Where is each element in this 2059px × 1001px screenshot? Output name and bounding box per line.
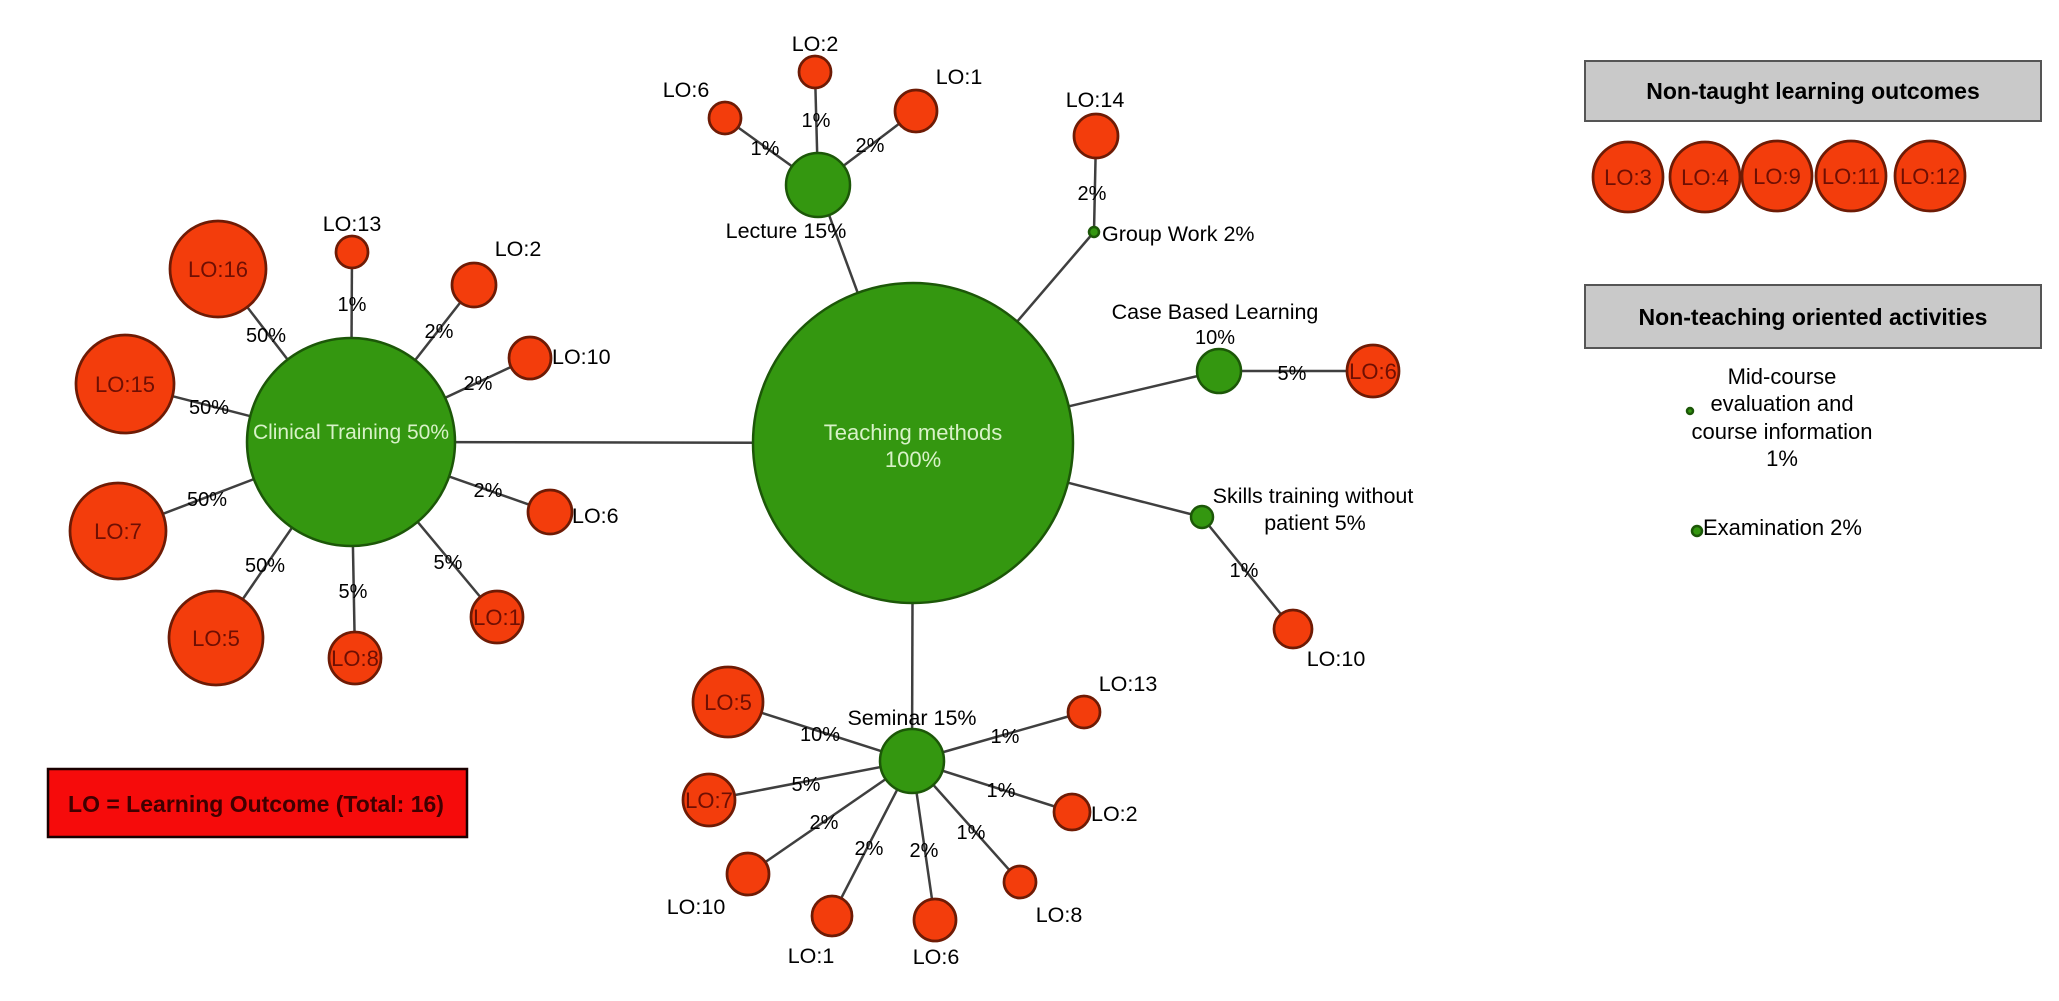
svg-text:1%: 1% — [957, 822, 986, 844]
svg-text:LO:6: LO:6 — [1349, 359, 1397, 384]
svg-text:LO:2: LO:2 — [1091, 802, 1138, 826]
svg-text:1%: 1% — [991, 726, 1020, 748]
svg-text:LO:3: LO:3 — [1604, 165, 1652, 190]
svg-text:LO:5: LO:5 — [704, 690, 752, 715]
svg-text:1%: 1% — [802, 110, 831, 132]
svg-text:LO:10: LO:10 — [667, 895, 726, 919]
svg-text:evaluation and: evaluation and — [1710, 391, 1853, 416]
svg-text:LO:12: LO:12 — [1900, 164, 1960, 189]
svg-text:LO:6: LO:6 — [572, 504, 619, 528]
svg-text:LO:10: LO:10 — [1307, 647, 1366, 671]
svg-text:5%: 5% — [339, 581, 368, 603]
svg-text:Non-taught learning outcomes: Non-taught learning outcomes — [1646, 78, 1980, 104]
svg-text:2%: 2% — [425, 321, 454, 343]
svg-text:2%: 2% — [464, 373, 493, 395]
svg-text:50%: 50% — [245, 555, 285, 577]
svg-text:Case Based Learning: Case Based Learning — [1112, 300, 1319, 324]
svg-text:Clinical Training 50%: Clinical Training 50% — [253, 421, 449, 444]
svg-text:LO:1: LO:1 — [936, 65, 983, 89]
svg-text:100%: 100% — [885, 447, 941, 472]
svg-text:LO:7: LO:7 — [685, 788, 733, 813]
svg-text:Lecture 15%: Lecture 15% — [726, 219, 847, 243]
svg-text:LO:8: LO:8 — [1036, 903, 1083, 927]
svg-text:Non-teaching oriented activiti: Non-teaching oriented activities — [1639, 304, 1988, 330]
svg-text:LO:6: LO:6 — [913, 945, 960, 969]
svg-text:Group Work 2%: Group Work 2% — [1102, 222, 1255, 246]
svg-text:course information: course information — [1692, 419, 1873, 444]
svg-text:5%: 5% — [1278, 363, 1307, 385]
svg-text:50%: 50% — [187, 489, 227, 511]
svg-text:LO:8: LO:8 — [331, 646, 379, 671]
svg-text:LO:10: LO:10 — [552, 345, 611, 369]
svg-text:LO:9: LO:9 — [1753, 164, 1801, 189]
svg-text:LO:2: LO:2 — [495, 237, 542, 261]
svg-text:50%: 50% — [189, 397, 229, 419]
svg-text:50%: 50% — [246, 325, 286, 347]
svg-text:10%: 10% — [800, 724, 840, 746]
svg-text:LO:13: LO:13 — [1099, 672, 1158, 696]
svg-text:2%: 2% — [474, 480, 503, 502]
svg-text:LO:4: LO:4 — [1681, 165, 1729, 190]
svg-text:2%: 2% — [810, 812, 839, 834]
svg-text:LO:6: LO:6 — [663, 78, 710, 102]
svg-text:10%: 10% — [1195, 327, 1235, 349]
svg-text:2%: 2% — [856, 135, 885, 157]
svg-text:LO = Learning Outcome (Total:: LO = Learning Outcome (Total: 16) — [68, 791, 444, 817]
svg-text:LO:7: LO:7 — [94, 519, 142, 544]
svg-text:LO:14: LO:14 — [1066, 88, 1125, 112]
svg-text:Teaching methods: Teaching methods — [824, 420, 1003, 445]
svg-text:LO:13: LO:13 — [323, 212, 382, 236]
svg-text:2%: 2% — [1078, 183, 1107, 205]
svg-text:1%: 1% — [1766, 446, 1798, 471]
svg-text:5%: 5% — [434, 552, 463, 574]
svg-text:5%: 5% — [792, 774, 821, 796]
svg-text:LO:16: LO:16 — [188, 257, 248, 282]
svg-text:LO:5: LO:5 — [192, 626, 240, 651]
svg-text:1%: 1% — [1230, 560, 1259, 582]
svg-text:1%: 1% — [987, 780, 1016, 802]
svg-text:LO:1: LO:1 — [473, 605, 521, 630]
svg-text:Examination 2%: Examination 2% — [1703, 515, 1862, 540]
svg-text:2%: 2% — [910, 840, 939, 862]
svg-text:Mid-course: Mid-course — [1728, 364, 1837, 389]
svg-text:Seminar 15%: Seminar 15% — [847, 706, 976, 730]
svg-text:LO:1: LO:1 — [788, 944, 835, 968]
svg-text:LO:2: LO:2 — [792, 32, 839, 56]
svg-text:LO:11: LO:11 — [1822, 164, 1880, 189]
svg-text:1%: 1% — [338, 294, 367, 316]
svg-text:Skills training without: Skills training without — [1213, 484, 1414, 508]
svg-text:1%: 1% — [751, 138, 780, 160]
svg-text:patient 5%: patient 5% — [1264, 511, 1366, 535]
svg-text:LO:15: LO:15 — [95, 372, 155, 397]
svg-text:2%: 2% — [855, 838, 884, 860]
